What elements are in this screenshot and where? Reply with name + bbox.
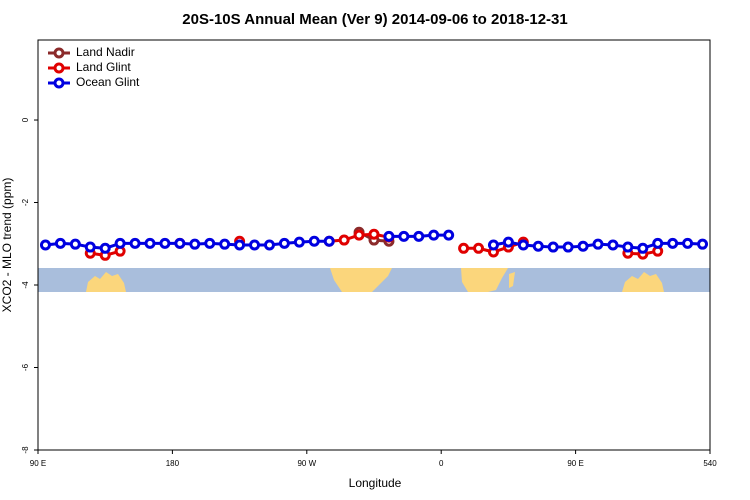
point bbox=[114, 237, 126, 249]
legend-label: Land Glint bbox=[76, 60, 131, 74]
legend-label: Ocean Glint bbox=[76, 75, 140, 89]
point bbox=[622, 241, 634, 253]
point bbox=[517, 239, 529, 251]
y-axis-label: XCO2 - MLO trend (ppm) bbox=[0, 178, 14, 313]
point bbox=[383, 230, 395, 242]
point bbox=[69, 238, 81, 250]
point bbox=[249, 239, 261, 251]
point bbox=[204, 237, 216, 249]
point bbox=[263, 239, 275, 251]
point bbox=[398, 230, 410, 242]
point bbox=[189, 238, 201, 250]
legend-marker bbox=[53, 77, 65, 89]
point bbox=[278, 237, 290, 249]
point bbox=[353, 229, 365, 241]
map-strip bbox=[38, 268, 710, 292]
x-tick-label: 0 bbox=[439, 459, 444, 468]
y-tick-label: -8 bbox=[21, 446, 30, 454]
chart-title: 20S-10S Annual Mean (Ver 9) 2014-09-06 t… bbox=[182, 11, 567, 28]
point bbox=[338, 234, 350, 246]
legend-marker bbox=[53, 62, 65, 74]
point bbox=[652, 237, 664, 249]
y-tick-label: -2 bbox=[21, 198, 30, 206]
y-tick-label: 0 bbox=[21, 117, 30, 122]
point bbox=[219, 238, 231, 250]
x-tick-label: 540 bbox=[703, 459, 717, 468]
point bbox=[607, 239, 619, 251]
x-axis-label: Longitude bbox=[349, 476, 402, 490]
point bbox=[428, 229, 440, 241]
point bbox=[129, 237, 141, 249]
point bbox=[323, 235, 335, 247]
point bbox=[308, 235, 320, 247]
legend-label: Land Nadir bbox=[76, 45, 135, 59]
point bbox=[682, 237, 694, 249]
point bbox=[144, 237, 156, 249]
point bbox=[547, 241, 559, 253]
point bbox=[234, 239, 246, 251]
series bbox=[39, 229, 709, 254]
point bbox=[592, 238, 604, 250]
plot-frame bbox=[37, 39, 711, 451]
legend-marker bbox=[53, 47, 65, 59]
point bbox=[577, 240, 589, 252]
point bbox=[502, 236, 514, 248]
point bbox=[473, 242, 485, 254]
x-tick-label: 90 E bbox=[567, 459, 583, 468]
point bbox=[697, 238, 709, 250]
x-tick-label: 90 E bbox=[30, 459, 46, 468]
point bbox=[39, 239, 51, 251]
point bbox=[458, 242, 470, 254]
y-tick-label: -4 bbox=[21, 281, 30, 289]
point bbox=[54, 237, 66, 249]
x-tick-label: 180 bbox=[166, 459, 180, 468]
y-tick-label: -6 bbox=[21, 363, 30, 371]
point bbox=[368, 228, 380, 240]
point bbox=[532, 240, 544, 252]
point bbox=[413, 230, 425, 242]
point bbox=[293, 236, 305, 248]
point bbox=[637, 242, 649, 254]
point bbox=[562, 241, 574, 253]
point bbox=[99, 242, 111, 254]
point bbox=[443, 229, 455, 241]
point bbox=[159, 237, 171, 249]
point bbox=[667, 237, 679, 249]
point bbox=[487, 239, 499, 251]
point bbox=[84, 241, 96, 253]
x-tick-label: 90 W bbox=[297, 459, 316, 468]
point bbox=[174, 237, 186, 249]
